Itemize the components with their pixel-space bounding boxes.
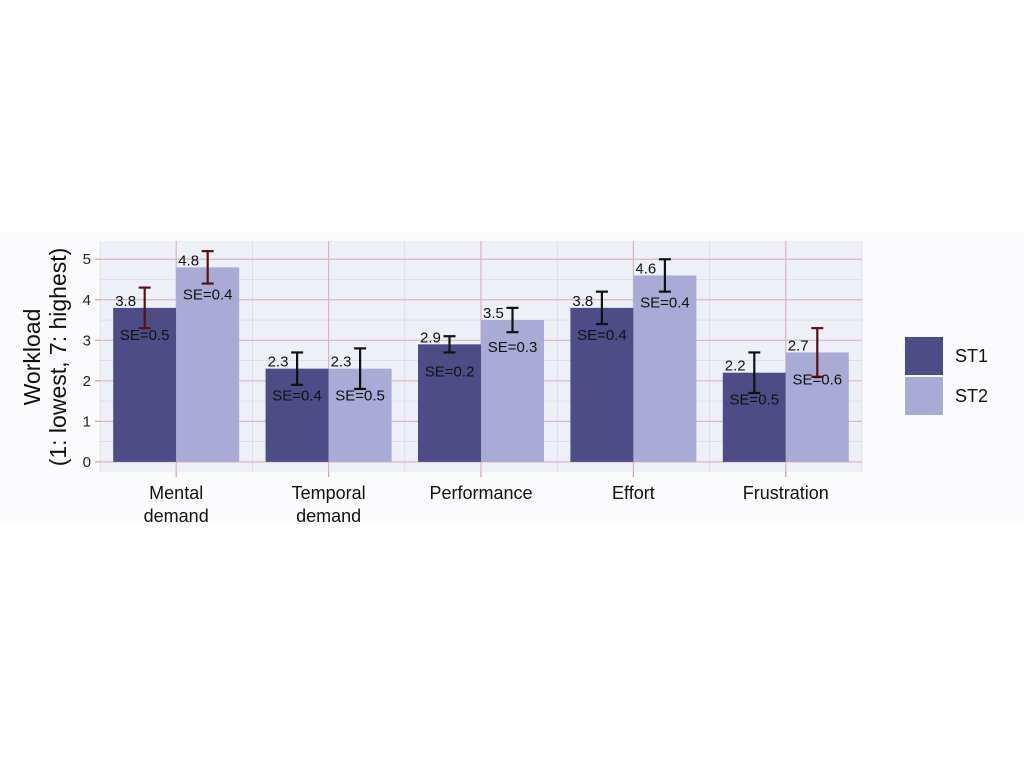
- bar-st2: [176, 267, 240, 462]
- y-axis-title: Workload(1: lowest, 7: highest): [19, 248, 71, 467]
- x-category-label-line: Mental: [149, 483, 203, 503]
- se-value-label: SE=0.2: [425, 363, 475, 380]
- x-category-label-line: Frustration: [743, 483, 829, 503]
- bar-st1: [570, 307, 634, 462]
- se-value-label: SE=0.4: [577, 327, 627, 344]
- y-axis-title-line: Workload: [19, 309, 45, 406]
- bar-st2: [481, 320, 544, 462]
- mean-value-label: 4.6: [635, 260, 656, 277]
- x-category-label: Frustration: [743, 483, 829, 503]
- legend-key-st1: [905, 337, 943, 375]
- se-value-label: SE=0.4: [640, 294, 690, 311]
- y-tick-label: 3: [83, 332, 91, 349]
- y-tick-label: 2: [83, 373, 91, 390]
- legend-key-st2: [905, 377, 943, 415]
- x-category-label-line: Effort: [612, 483, 655, 503]
- x-category-label: Mental demand: [144, 483, 209, 526]
- x-category-label: Temporal demand: [292, 483, 366, 526]
- se-value-label: SE=0.6: [792, 371, 842, 388]
- mean-value-label: 2.3: [268, 354, 289, 371]
- y-tick-label: 1: [83, 413, 91, 430]
- y-axis-title-line: (1: lowest, 7: highest): [45, 248, 71, 467]
- x-category-label-line: demand: [144, 506, 209, 526]
- mean-value-label: 4.8: [178, 252, 199, 269]
- bar-st2: [633, 275, 697, 462]
- se-value-label: SE=0.3: [488, 339, 538, 356]
- mean-value-label: 2.9: [420, 329, 441, 346]
- se-value-label: SE=0.4: [272, 388, 322, 405]
- x-category-label: Performance: [429, 483, 532, 503]
- mean-value-label: 2.3: [331, 354, 352, 371]
- mean-value-label: 2.7: [788, 337, 809, 354]
- se-value-label: SE=0.5: [120, 327, 170, 344]
- mean-value-label: 2.2: [725, 358, 746, 375]
- bar-st1: [418, 344, 481, 462]
- bar-st1: [113, 307, 177, 462]
- x-category-label: Effort: [612, 483, 655, 503]
- y-tick-label: 5: [83, 251, 91, 268]
- x-category-label-line: Performance: [429, 483, 532, 503]
- se-value-label: SE=0.4: [183, 286, 233, 303]
- y-tick-label: 4: [83, 292, 91, 309]
- se-value-label: SE=0.5: [335, 388, 385, 405]
- legend-label-st1: ST1: [955, 346, 988, 366]
- y-tick-label: 0: [83, 454, 91, 471]
- x-category-label-line: Temporal: [292, 483, 366, 503]
- x-category-label-line: demand: [296, 506, 361, 526]
- legend-label-st2: ST2: [955, 386, 988, 406]
- mean-value-label: 3.8: [572, 293, 593, 310]
- se-value-label: SE=0.5: [729, 392, 779, 409]
- mean-value-label: 3.5: [483, 305, 504, 322]
- mean-value-label: 3.8: [115, 293, 136, 310]
